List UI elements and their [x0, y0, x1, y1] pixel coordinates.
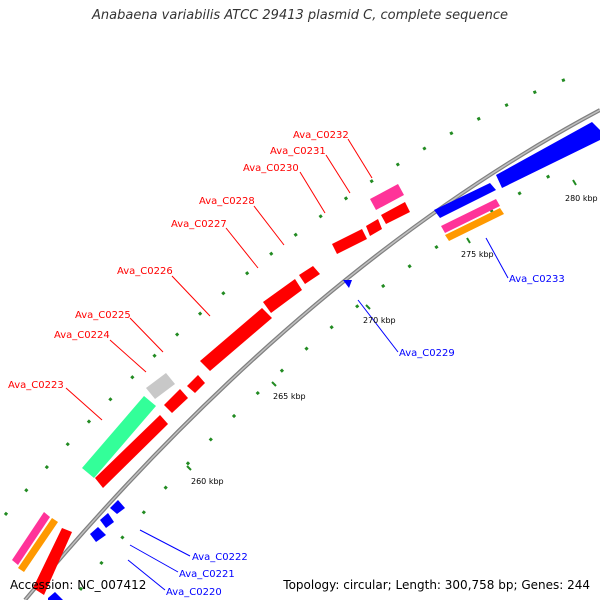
- accession-label: Accession: NC_007412: [10, 578, 147, 592]
- cds-feature: [299, 266, 320, 284]
- cds-feature: [48, 592, 63, 600]
- leader-lines-reverse: [127, 237, 509, 591]
- teal-feature: [82, 396, 156, 478]
- cds-feature: [263, 279, 302, 313]
- cds-feature: [110, 500, 125, 514]
- leader-lines-forward: [65, 138, 373, 421]
- cds-feature: [95, 415, 168, 488]
- scale-tick-label: 275 kbp: [461, 250, 494, 259]
- gene-label-forward: Ava_C0231: [270, 146, 326, 157]
- gene-label-forward: Ava_C0228: [199, 196, 255, 207]
- gene-label-forward: Ava_C0227: [171, 219, 227, 230]
- cds-feature: [164, 389, 188, 413]
- orange-feature: [445, 208, 504, 241]
- pink-feature: [370, 184, 404, 210]
- cds-feature: [187, 375, 205, 393]
- scale-tick-label: 260 kbp: [191, 477, 224, 486]
- gray-feature: [146, 373, 175, 399]
- gene-label-forward: Ava_C0230: [243, 163, 299, 174]
- gene-label-reverse: Ava_C0222: [192, 552, 248, 563]
- map-title: Anabaena variabilis ATCC 29413 plasmid C…: [92, 8, 508, 23]
- pink-feature: [441, 199, 500, 233]
- cds-feature: [434, 183, 496, 218]
- backbone-ring-highlight: [24, 109, 600, 600]
- cds-feature: [200, 308, 272, 371]
- reverse-cds-track: [48, 122, 600, 600]
- gene-label-reverse: Ava_C0233: [509, 274, 565, 285]
- forward-cds-track: [33, 202, 410, 595]
- gene-label-forward: Ava_C0232: [293, 130, 349, 141]
- gene-label-forward: Ava_C0223: [8, 380, 64, 391]
- scale-tick-label: 270 kbp: [363, 316, 396, 325]
- backbone-ring: [23, 108, 600, 600]
- scale-tick-label: 280 kbp: [565, 194, 598, 203]
- cds-feature: [496, 122, 600, 188]
- gene-label-forward: Ava_C0226: [117, 266, 173, 277]
- cds-feature: [100, 513, 114, 528]
- cds-feature: [343, 280, 352, 288]
- gene-label-forward: Ava_C0225: [75, 310, 131, 321]
- gene-label-reverse: Ava_C0229: [399, 348, 455, 359]
- cds-feature: [33, 528, 72, 595]
- topology-label: Topology: circular; Length: 300,758 bp; …: [283, 578, 590, 592]
- orange-feature: [18, 518, 58, 572]
- gene-label-reverse: Ava_C0221: [179, 569, 235, 580]
- pink-feature: [12, 512, 50, 565]
- cds-feature: [366, 219, 382, 236]
- gene-label-forward: Ava_C0224: [54, 330, 110, 341]
- cds-feature: [381, 202, 410, 224]
- dashed-ring-inner: [78, 168, 561, 591]
- cds-feature: [90, 527, 106, 542]
- gene-label-reverse: Ava_C0220: [166, 587, 222, 598]
- cds-feature: [332, 229, 367, 254]
- scale-tick-label: 265 kbp: [273, 392, 306, 401]
- scale-ticks: [186, 179, 577, 471]
